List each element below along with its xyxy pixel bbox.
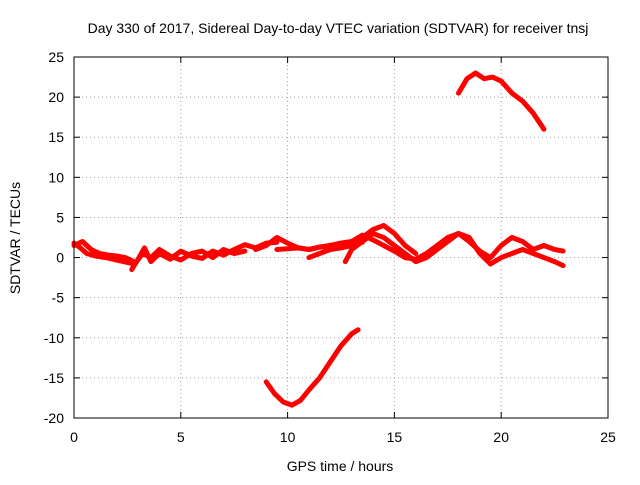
axis-ticks [73, 56, 609, 419]
series-line-trace-11 [263, 327, 361, 408]
series-line-trace-4 [131, 247, 248, 269]
y-tick-label: 10 [48, 169, 64, 185]
y-tick-label: 25 [48, 49, 64, 65]
y-tick-label: -10 [44, 330, 64, 346]
x-tick-label: 20 [493, 429, 509, 445]
x-tick-label: 15 [387, 429, 403, 445]
series-line-trace-6 [274, 239, 365, 252]
x-axis-label: GPS time / hours [287, 458, 394, 474]
series-line-trace-2 [71, 239, 137, 265]
x-tick-label: 25 [600, 429, 616, 445]
x-tick-label: 0 [70, 429, 78, 445]
x-tick-label: 10 [280, 429, 296, 445]
y-tick-label: 0 [56, 250, 64, 266]
y-tick-label: 20 [48, 89, 64, 105]
plot-frame [73, 56, 609, 419]
y-tick-label: 5 [56, 209, 64, 225]
y-tick-label: 15 [48, 129, 64, 145]
series-group [71, 70, 566, 408]
series-line-trace-10 [456, 70, 547, 132]
y-axis-label: SDTVAR / TECUs [7, 182, 23, 294]
grid-lines [74, 57, 608, 418]
y-tick-label: -20 [44, 410, 64, 426]
y-tick-label: -15 [44, 370, 64, 386]
tick-labels: 0 5 10 15 20 25 -20 -15 -10 -5 0 5 10 15 20 25 [44, 49, 616, 445]
chart-title: Day 330 of 2017, Sidereal Day-to-day VTE… [88, 20, 589, 36]
series-line-trace-9 [349, 231, 566, 262]
series-line-trace-1 [71, 240, 137, 267]
x-tick-label: 5 [177, 429, 185, 445]
y-tick-label: -5 [52, 290, 65, 306]
